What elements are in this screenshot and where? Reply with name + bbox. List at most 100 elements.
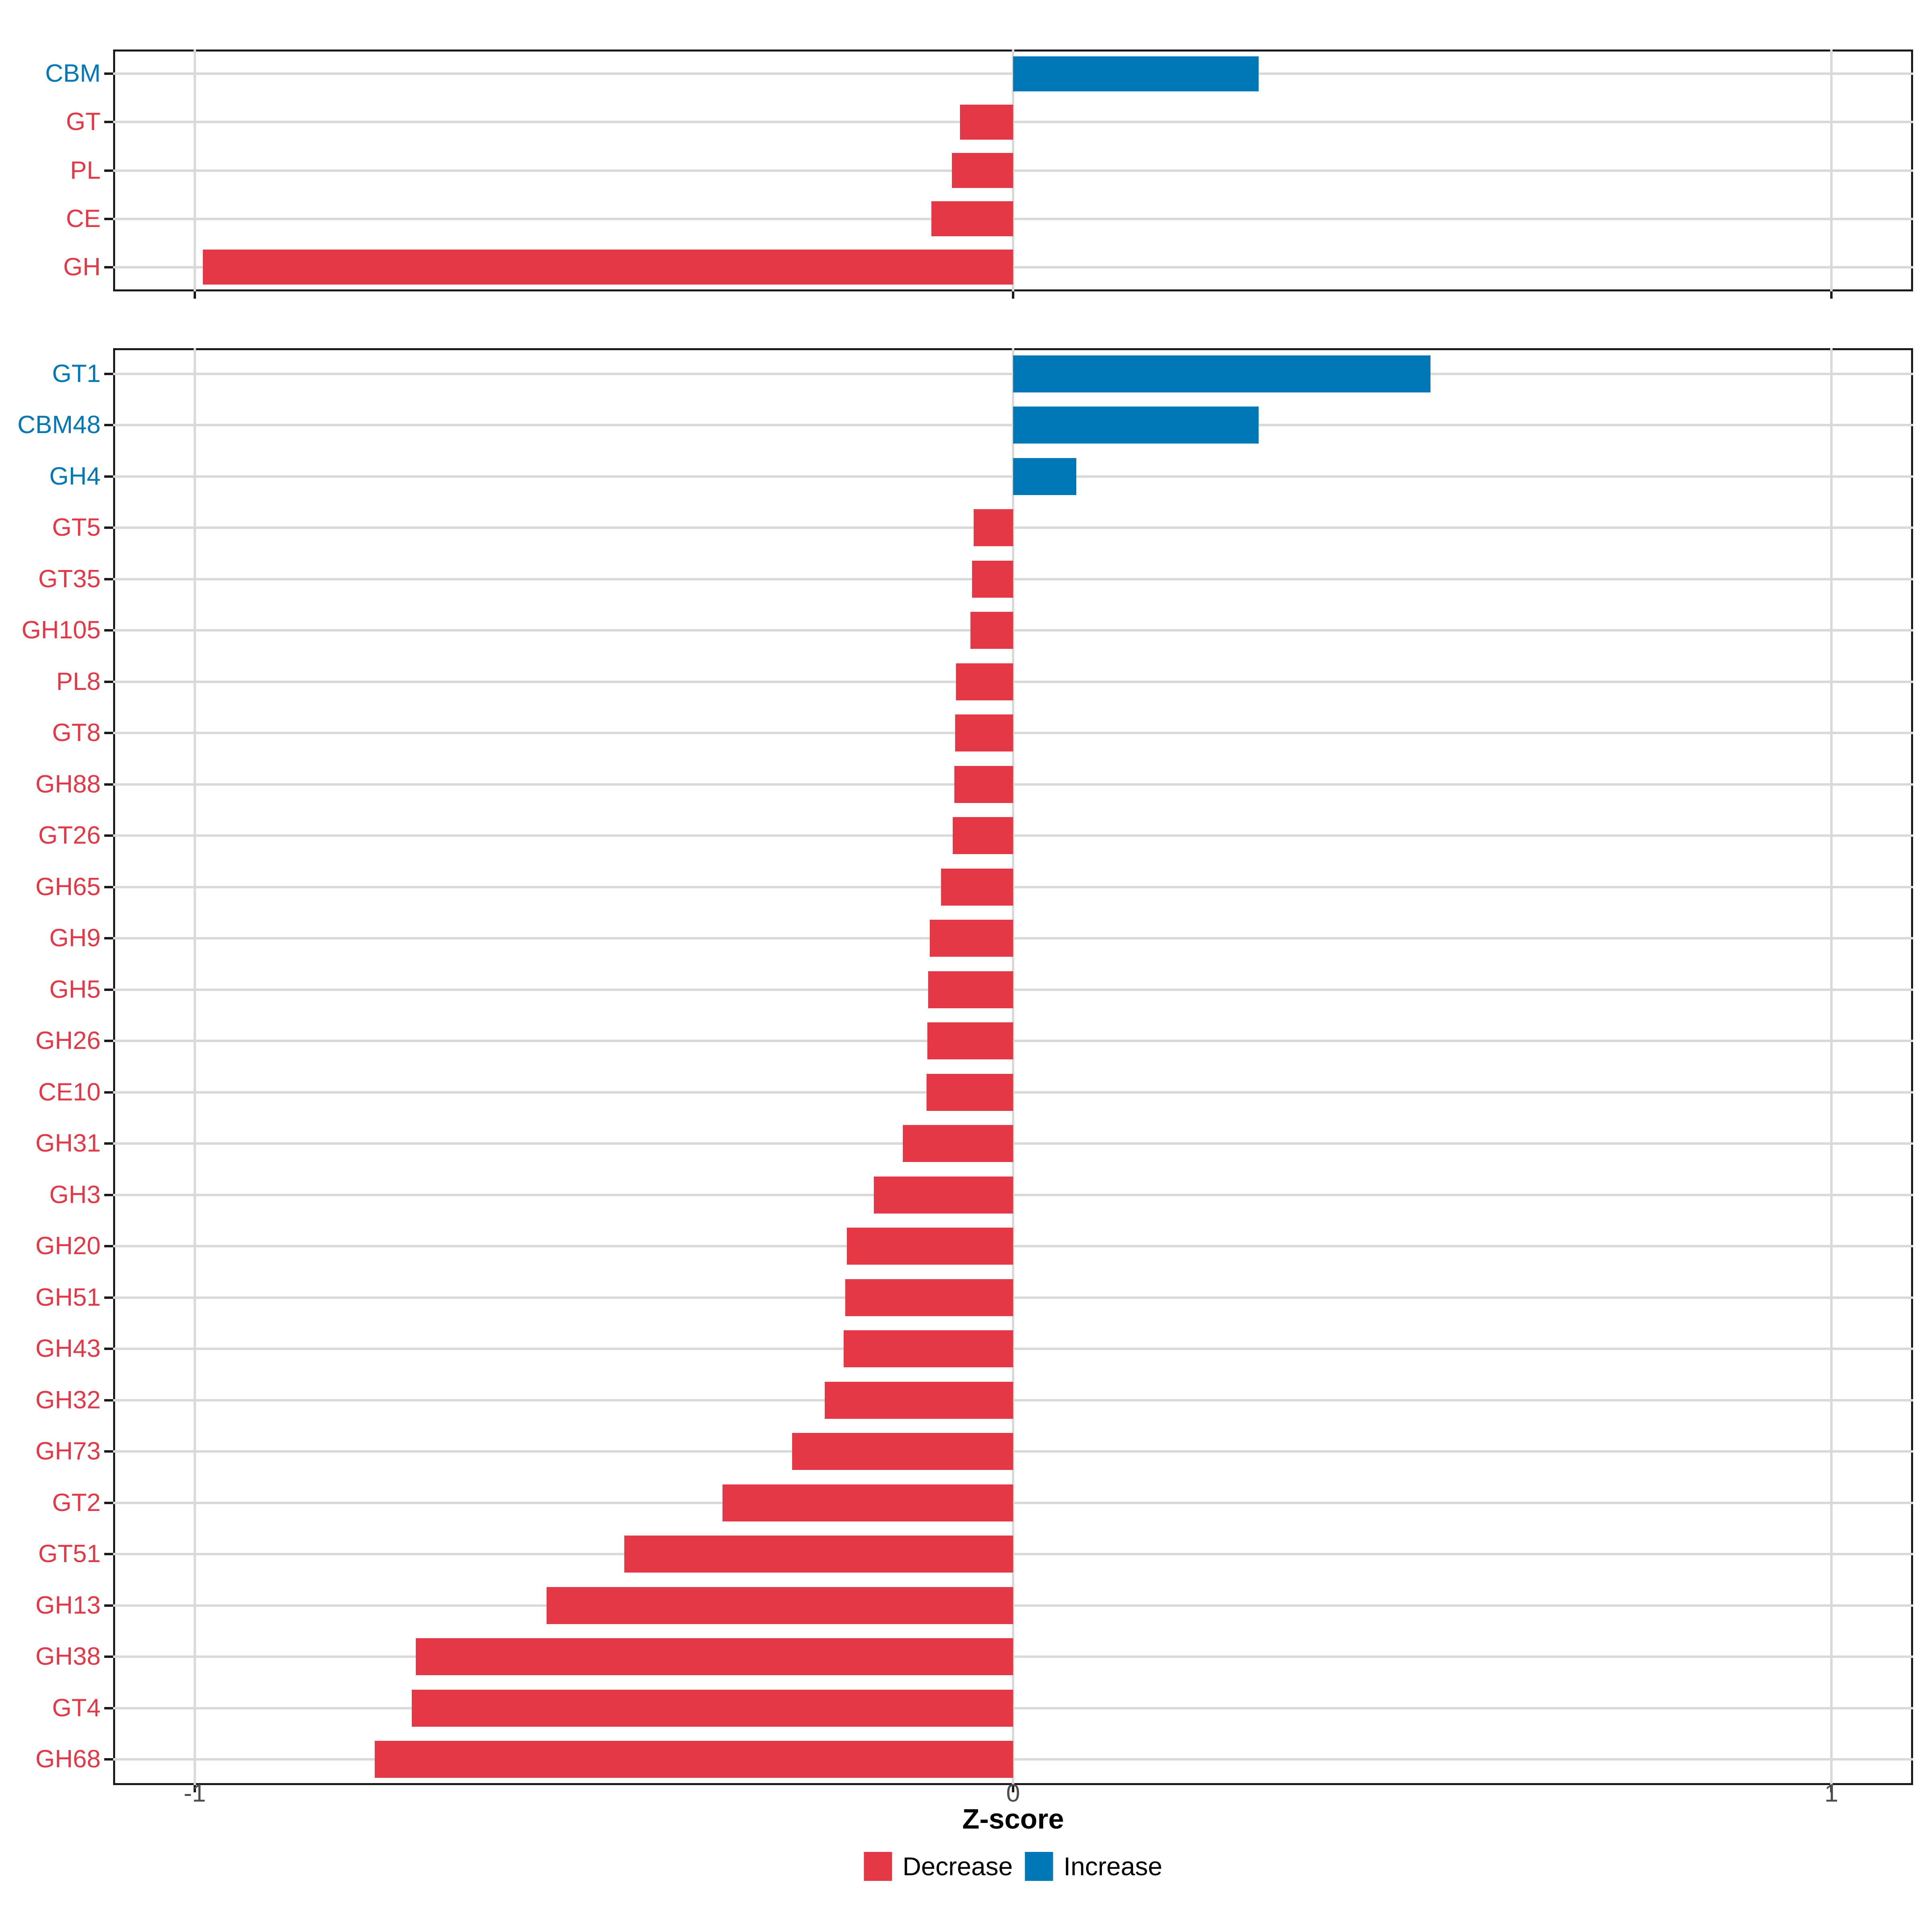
y-tick-PL8 [104, 681, 113, 683]
x-tick-bottom-1 [1830, 1785, 1833, 1792]
category-label-CBM: CBM [45, 60, 101, 87]
category-label-GH20: GH20 [35, 1232, 101, 1260]
bar-GH5 [928, 971, 1013, 1008]
bar-PL8 [956, 663, 1013, 700]
category-label-CE10: CE10 [38, 1078, 101, 1106]
category-label-GH4: GH4 [49, 462, 101, 490]
legend-item-decrease: Decrease [864, 1852, 1013, 1881]
legend-label-decrease: Decrease [902, 1852, 1013, 1881]
gridline-v-0 [1012, 50, 1014, 291]
y-tick-CE10 [104, 1091, 113, 1094]
x-tick-label-1: 1 [1824, 1779, 1839, 1807]
category-label-GH88: GH88 [35, 770, 101, 798]
bar-GH68 [375, 1741, 1013, 1778]
category-label-GH73: GH73 [35, 1437, 101, 1465]
category-label-GH31: GH31 [35, 1129, 101, 1157]
gridline-v--1 [194, 50, 196, 291]
bar-GH43 [844, 1330, 1013, 1367]
bar-GH3 [874, 1177, 1013, 1214]
y-tick-GT35 [104, 578, 113, 580]
bar-GH [203, 250, 1013, 285]
x-tick-bottom-0 [1012, 1785, 1014, 1792]
y-tick-GH73 [104, 1450, 113, 1453]
x-tick-label--1: -1 [184, 1779, 206, 1807]
bar-GH20 [847, 1228, 1013, 1265]
y-tick-GH51 [104, 1296, 113, 1299]
category-label-PL: PL [70, 157, 101, 184]
legend-item-increase: Increase [1025, 1852, 1162, 1881]
bar-GH65 [941, 869, 1013, 906]
category-label-GH5: GH5 [49, 976, 101, 1003]
bar-GH32 [825, 1382, 1013, 1419]
category-label-PL8: PL8 [56, 668, 101, 696]
x-tick-bottom--1 [194, 1785, 196, 1792]
legend: Decrease Increase [864, 1852, 1162, 1881]
bar-GH9 [930, 920, 1013, 957]
y-tick-GT1 [104, 373, 113, 375]
category-label-GH: GH [63, 253, 101, 281]
y-tick-PL [104, 169, 113, 172]
y-tick-CE [104, 218, 113, 220]
legend-key-increase-swatch [1025, 1852, 1053, 1881]
category-label-GH13: GH13 [35, 1591, 101, 1619]
bar-GT51 [624, 1536, 1013, 1573]
category-label-GH38: GH38 [35, 1643, 101, 1670]
gridline-v--1 [194, 348, 196, 1785]
category-label-CBM48: CBM48 [17, 411, 101, 439]
x-axis-title: Z-score [962, 1803, 1064, 1835]
y-tick-GH31 [104, 1142, 113, 1145]
bar-GH51 [845, 1279, 1013, 1316]
y-tick-GH32 [104, 1399, 113, 1402]
bar-GT1 [1013, 355, 1430, 392]
y-tick-GH88 [104, 783, 113, 786]
y-tick-GH38 [104, 1655, 113, 1658]
bar-GH73 [792, 1433, 1013, 1470]
y-tick-GT2 [104, 1502, 113, 1504]
y-tick-GH4 [104, 475, 113, 478]
category-label-GH26: GH26 [35, 1027, 101, 1055]
y-tick-GH65 [104, 886, 113, 888]
category-label-GT8: GT8 [52, 719, 101, 747]
bar-GT26 [953, 817, 1013, 854]
gridline-v-0 [1012, 348, 1014, 1785]
y-tick-GT4 [104, 1707, 113, 1709]
y-tick-GH [104, 266, 113, 268]
bar-GH88 [954, 766, 1013, 803]
y-tick-GT51 [104, 1553, 113, 1555]
bar-CBM48 [1013, 407, 1259, 444]
y-tick-GH68 [104, 1758, 113, 1761]
bar-GT8 [955, 714, 1013, 751]
bar-CE [931, 201, 1013, 236]
legend-key-decrease-swatch [864, 1852, 892, 1881]
bar-GT5 [974, 509, 1013, 546]
bar-GT [960, 105, 1013, 140]
y-tick-GT8 [104, 732, 113, 734]
category-label-GT35: GT35 [38, 565, 101, 593]
y-tick-CBM48 [104, 424, 113, 426]
category-label-GT1: GT1 [52, 360, 101, 388]
x-tick-top-1 [1830, 291, 1833, 299]
bar-GT35 [972, 561, 1013, 598]
category-label-GT5: GT5 [52, 514, 101, 541]
x-tick-label-0: 0 [1006, 1779, 1020, 1807]
x-tick-top-0 [1012, 291, 1014, 299]
y-tick-GH3 [104, 1194, 113, 1196]
bar-CBM [1013, 56, 1259, 91]
x-tick-top--1 [194, 291, 196, 299]
bar-GT2 [722, 1484, 1013, 1521]
bar-GH31 [903, 1125, 1013, 1162]
category-label-GH68: GH68 [35, 1745, 101, 1773]
y-tick-GH5 [104, 989, 113, 991]
y-tick-GT [104, 121, 113, 123]
category-label-GT51: GT51 [38, 1540, 101, 1568]
y-tick-GH20 [104, 1245, 113, 1247]
bar-GH105 [970, 612, 1013, 649]
legend-label-increase: Increase [1063, 1852, 1162, 1881]
bar-GH26 [927, 1022, 1013, 1059]
bar-PL [952, 153, 1013, 188]
category-label-GH105: GH105 [21, 616, 101, 644]
y-tick-GH26 [104, 1040, 113, 1042]
y-tick-GT5 [104, 526, 113, 529]
y-tick-GH43 [104, 1348, 113, 1350]
y-tick-GH13 [104, 1604, 113, 1607]
